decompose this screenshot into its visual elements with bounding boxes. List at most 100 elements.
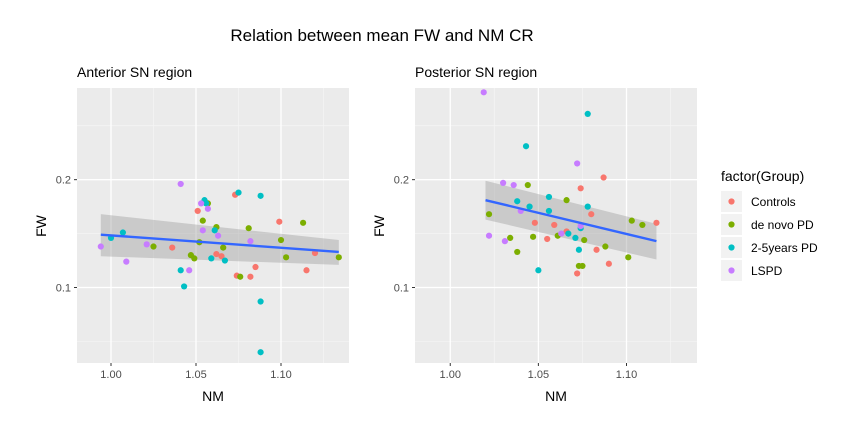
point-controls — [574, 270, 581, 277]
point-2-5years-pd — [514, 198, 521, 205]
point-de-novo-pd — [602, 243, 609, 250]
panel-anterior-fit-line — [100, 233, 339, 254]
point-de-novo-pd — [529, 233, 537, 240]
y-tick-label: 0.2 — [394, 175, 409, 187]
panel-posterior: Posterior SN region 1.00 1.05 1.10 0.1 0.2 N… — [371, 64, 697, 404]
point-de-novo-pd — [581, 236, 588, 244]
point-2-5years-pd — [584, 110, 591, 117]
point-de-novo-pd — [485, 211, 493, 218]
point-2-5years-pd — [235, 189, 242, 196]
point-2-5years-pd — [119, 229, 126, 236]
legend-key-dot — [728, 267, 735, 274]
y-tick-label: 0.2 — [56, 175, 71, 187]
panel-anterior-subtitle: Anterior SN region — [77, 64, 192, 80]
point-de-novo-pd — [524, 181, 531, 189]
point-lspd — [510, 181, 517, 189]
point-controls — [531, 219, 538, 226]
point-de-novo-pd — [277, 236, 285, 244]
confidence-band — [100, 214, 339, 265]
regression-line — [100, 233, 339, 254]
point-controls — [653, 219, 660, 226]
point-lspd — [501, 238, 508, 245]
y-tick-label: 0.1 — [394, 283, 409, 295]
panel-posterior-points — [480, 89, 660, 277]
point-lspd — [247, 238, 254, 245]
point-2-5years-pd — [181, 283, 188, 290]
point-lspd — [143, 241, 150, 248]
legend-label: Controls — [751, 195, 796, 209]
legend: factor(Group) Controls de novo PD 2-5years… — [721, 168, 818, 281]
point-2-5years-pd — [584, 203, 591, 210]
point-2-5years-pd — [257, 298, 264, 305]
point-de-novo-pd — [220, 244, 227, 251]
point-controls — [218, 253, 225, 260]
y-tick-label: 0.1 — [56, 283, 71, 295]
point-2-5years-pd — [177, 267, 184, 274]
point-2-5years-pd — [221, 257, 228, 264]
x-tick-label: 1.10 — [616, 369, 637, 381]
point-lspd — [198, 200, 205, 207]
point-lspd — [500, 179, 507, 187]
point-controls — [276, 218, 283, 225]
point-lspd — [199, 227, 206, 234]
regression-line — [485, 198, 657, 243]
point-controls — [544, 235, 551, 243]
point-de-novo-pd — [514, 248, 521, 256]
point-de-novo-pd — [199, 217, 206, 224]
point-controls — [252, 263, 259, 271]
legend-label: 2-5years PD — [751, 241, 818, 255]
point-controls — [247, 273, 254, 280]
point-2-5years-pd — [535, 267, 542, 274]
point-2-5years-pd — [545, 207, 553, 215]
point-2-5years-pd — [526, 203, 533, 210]
point-2-5years-pd — [203, 200, 210, 207]
point-de-novo-pd — [563, 197, 570, 204]
point-2-5years-pd — [257, 192, 264, 199]
x-tick-label: 1.00 — [100, 369, 121, 381]
point-2-5years-pd — [211, 227, 218, 234]
legend-item: LSPD — [721, 260, 783, 281]
point-2-5years-pd — [208, 255, 215, 262]
legend-label: de novo PD — [751, 218, 814, 232]
point-lspd — [204, 205, 211, 212]
point-controls — [600, 174, 607, 181]
x-tick-label: 1.00 — [440, 369, 461, 381]
point-lspd — [574, 160, 581, 167]
point-2-5years-pd — [257, 349, 264, 356]
x-tick-label: 1.05 — [528, 369, 549, 381]
x-tick-label: 1.05 — [185, 369, 206, 381]
point-de-novo-pd — [639, 221, 646, 229]
point-de-novo-pd — [245, 225, 252, 232]
legend-items: Controls de novo PD 2-5years PD LSPD — [721, 191, 818, 281]
point-de-novo-pd — [628, 217, 635, 224]
point-de-novo-pd — [300, 219, 307, 226]
point-de-novo-pd — [507, 234, 514, 242]
x-tick-label: 1.10 — [270, 369, 291, 381]
figure-title: Relation between mean FW and NM CR — [230, 26, 533, 45]
point-de-novo-pd — [579, 262, 586, 270]
point-de-novo-pd — [191, 255, 198, 262]
point-2-5years-pd — [545, 193, 553, 201]
panel-anterior-ylabel: FW — [33, 214, 49, 237]
point-2-5years-pd — [572, 234, 579, 242]
point-2-5years-pd — [565, 230, 572, 237]
point-controls — [213, 250, 220, 258]
point-lspd — [186, 267, 193, 274]
panel-posterior-subtitle: Posterior SN region — [415, 64, 537, 80]
panel-anterior-xlabel: NM — [202, 388, 224, 404]
panel-anterior: Anterior SN region 1.00 1.05 1.10 0.1 0.2 NM… — [33, 64, 349, 404]
panel-posterior-grid — [415, 88, 697, 363]
legend-label: LSPD — [751, 264, 783, 278]
point-controls — [577, 185, 584, 192]
point-lspd — [215, 232, 222, 239]
point-2-5years-pd — [575, 246, 583, 253]
point-controls — [588, 211, 595, 218]
legend-key-dot — [728, 221, 735, 228]
point-controls — [551, 221, 558, 229]
point-lspd — [480, 89, 487, 96]
panel-posterior-xlabel: NM — [545, 388, 567, 404]
point-controls — [194, 207, 201, 215]
legend-key-dot — [728, 198, 735, 205]
legend-title: factor(Group) — [721, 168, 804, 184]
